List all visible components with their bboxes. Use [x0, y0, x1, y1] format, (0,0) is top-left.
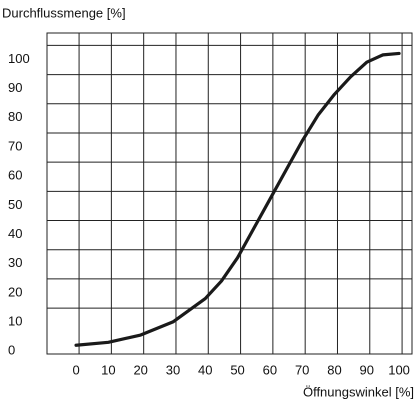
y-tick-label: 30	[8, 255, 22, 270]
x-tick-label: 10	[101, 362, 115, 377]
x-tick-label: 100	[388, 362, 410, 377]
x-tick-label: 40	[198, 362, 212, 377]
y-tick-label: 90	[8, 80, 22, 95]
y-tick-label: 10	[8, 314, 22, 329]
y-tick-label: 70	[8, 138, 22, 153]
plot-frame	[46, 32, 413, 355]
x-tick-label: 50	[230, 362, 244, 377]
x-tick-label: 30	[166, 362, 180, 377]
y-axis-label: Durchflussmenge [%]	[2, 5, 126, 20]
y-tick-label: 60	[8, 168, 22, 183]
y-tick-label: 40	[8, 226, 22, 241]
y-tick-label: 0	[8, 343, 15, 358]
y-tick-label: 100	[8, 51, 30, 66]
data-line	[74, 51, 401, 347]
x-tick-label: 20	[133, 362, 147, 377]
x-tick-label: 60	[263, 362, 277, 377]
y-tick-label: 50	[8, 197, 22, 212]
x-tick-label: 0	[72, 362, 79, 377]
x-tick-label: 90	[360, 362, 374, 377]
y-tick-label: 80	[8, 109, 22, 124]
x-tick-label: 70	[295, 362, 309, 377]
y-tick-label: 20	[8, 284, 22, 299]
x-tick-label: 80	[327, 362, 341, 377]
x-axis-label: Öffnungswinkel [%]	[303, 384, 414, 399]
